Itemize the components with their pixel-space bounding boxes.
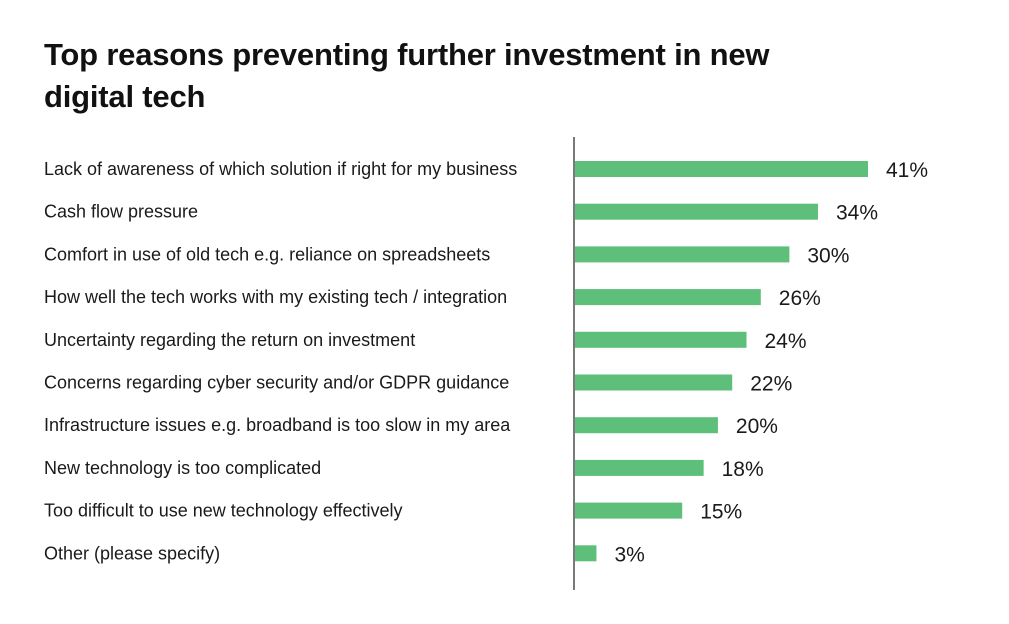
category-label: Uncertainty regarding the return on inve… — [44, 330, 415, 350]
bar — [575, 161, 868, 177]
bar — [575, 545, 597, 562]
category-label: Cash flow pressure — [44, 202, 198, 222]
bar — [575, 502, 683, 519]
value-label: 3% — [614, 543, 644, 566]
chart-title: Top reasons preventing further investmen… — [44, 37, 770, 114]
bar — [575, 459, 704, 476]
bar — [575, 246, 790, 263]
category-labels: Lack of awareness of which solution if r… — [44, 159, 517, 563]
value-label: 30% — [807, 244, 849, 267]
category-label: Too difficult to use new technology effe… — [44, 501, 403, 521]
value-label: 34% — [836, 202, 878, 225]
bar — [575, 289, 761, 306]
category-label: New technology is too complicated — [44, 458, 321, 478]
value-label: 20% — [736, 415, 778, 438]
bar — [575, 331, 747, 348]
value-label: 15% — [700, 501, 742, 524]
value-label: 24% — [765, 330, 807, 353]
category-label: Concerns regarding cyber security and/or… — [44, 373, 509, 393]
category-label: Lack of awareness of which solution if r… — [44, 159, 517, 179]
value-label: 18% — [722, 458, 764, 481]
value-label: 22% — [750, 373, 792, 396]
bar — [575, 203, 818, 220]
value-label: 41% — [886, 159, 928, 182]
category-label: How well the tech works with my existing… — [44, 287, 507, 307]
value-labels: 41% 34% 30% 26% 24% 22% 20% 18% 15% 3% — [614, 159, 928, 566]
category-label: Infrastructure issues e.g. broadband is … — [44, 415, 511, 435]
category-label: Comfort in use of old tech e.g. reliance… — [44, 244, 490, 264]
bar — [575, 374, 733, 391]
value-label: 26% — [779, 287, 821, 310]
bars — [575, 161, 868, 562]
bar — [575, 417, 718, 434]
category-label: Other (please specify) — [44, 543, 220, 563]
